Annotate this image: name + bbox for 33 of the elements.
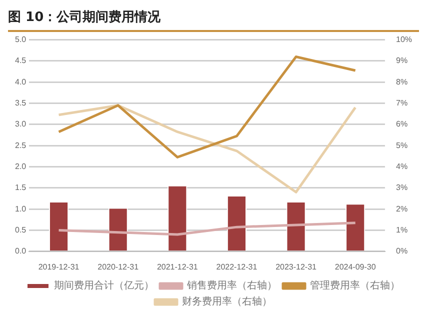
y2-tick-label: 0% — [396, 246, 408, 256]
x-tick-label: 2019-12-31 — [38, 262, 80, 272]
y2-tick-label: 9% — [396, 56, 408, 66]
y2-tick-label: 3% — [396, 183, 408, 192]
y2-tick-label: 4% — [396, 162, 408, 171]
y-tick-label: 1.0 — [14, 204, 27, 214]
y-tick-label: 2.0 — [14, 162, 27, 171]
x-tick-label: 2021-12-31 — [156, 262, 198, 272]
y-tick-label: 1.5 — [14, 183, 27, 192]
y-tick-label: 2.5 — [14, 140, 27, 150]
y2-tick-label: 5% — [396, 140, 408, 150]
legend-label: 期间费用合计（亿元） — [54, 280, 154, 292]
y2-tick-label: 6% — [396, 120, 408, 129]
y-tick-label: 3.5 — [14, 98, 27, 108]
y-tick-label: 5.0 — [14, 35, 27, 44]
y2-tick-label: 2% — [396, 204, 408, 214]
x-tick-label: 2024-09-30 — [334, 262, 376, 272]
y-tick-label: 4.0 — [14, 77, 27, 86]
x-tick-label: 2022-12-31 — [216, 262, 258, 272]
y2-tick-label: 1% — [396, 225, 408, 234]
y-tick-label: 0.5 — [14, 225, 27, 234]
legend-label: 销售费用率（右轴） — [186, 280, 277, 292]
y2-tick-label: 7% — [396, 98, 408, 108]
y-tick-label: 3.0 — [14, 120, 27, 129]
legend-label: 管理费用率（右轴） — [310, 280, 400, 292]
y2-tick-label: 10% — [396, 35, 412, 44]
y2-tick-label: 8% — [396, 77, 408, 86]
y-tick-label: 4.5 — [14, 56, 27, 66]
x-tick-label: 2020-12-31 — [98, 262, 140, 272]
y-tick-label: 0.0 — [14, 246, 27, 256]
x-tick-label: 2023-12-31 — [276, 262, 318, 272]
chart-title: 图 10：公司期间费用情况 — [8, 8, 419, 32]
legend-label: 财务费用率（右轴） — [182, 296, 272, 308]
